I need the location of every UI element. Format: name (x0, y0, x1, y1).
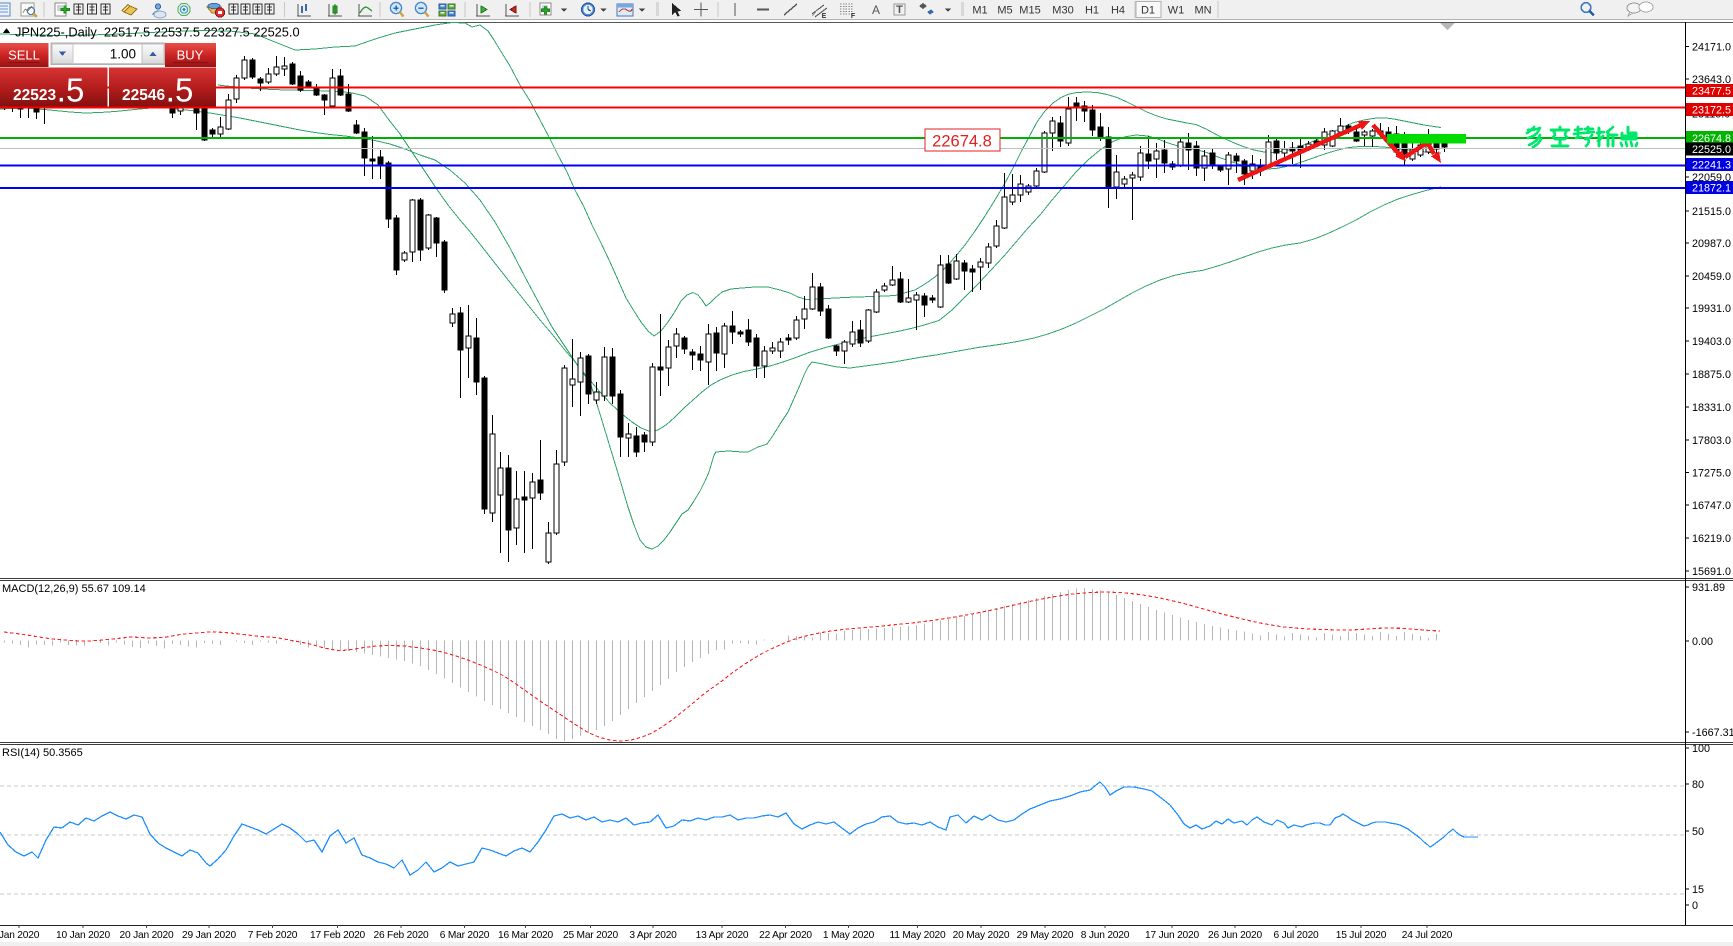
svg-text:A: A (872, 3, 880, 17)
svg-text:22674.8: 22674.8 (932, 133, 992, 151)
svg-text:6 Jul 2020: 6 Jul 2020 (1273, 930, 1319, 941)
svg-text:M15: M15 (1019, 5, 1040, 17)
svg-text:26 Jun 2020: 26 Jun 2020 (1208, 930, 1262, 941)
svg-text:23172.5: 23172.5 (1692, 105, 1731, 117)
svg-text:T: T (896, 4, 903, 16)
svg-text:8 Jun 2020: 8 Jun 2020 (1081, 930, 1130, 941)
svg-text:BUY: BUY (177, 48, 204, 63)
svg-text:JPN225-,Daily 22517.5 22537.5: JPN225-,Daily 22517.5 22537.5 22327.5 22… (15, 25, 300, 40)
svg-text:17803.0: 17803.0 (1692, 435, 1731, 447)
svg-text:20459.0: 20459.0 (1692, 271, 1731, 283)
svg-text:D1: D1 (1141, 5, 1155, 17)
svg-text:22241.3: 22241.3 (1692, 160, 1731, 172)
svg-text:5: 5 (175, 72, 193, 109)
svg-text:22525.0: 22525.0 (1692, 144, 1731, 156)
svg-text:3 Apr 2020: 3 Apr 2020 (629, 930, 677, 941)
svg-text:M30: M30 (1052, 5, 1073, 17)
svg-text:24171.0: 24171.0 (1692, 41, 1731, 53)
svg-text:7 Feb 2020: 7 Feb 2020 (248, 930, 298, 941)
svg-text:MN: MN (1194, 5, 1211, 17)
svg-text:16 Mar 2020: 16 Mar 2020 (498, 930, 554, 941)
svg-text:22674.8: 22674.8 (1692, 133, 1731, 145)
svg-text:M5: M5 (997, 5, 1012, 17)
svg-text:F: F (851, 13, 856, 20)
svg-text:11 May 2020: 11 May 2020 (890, 930, 946, 941)
svg-text:80: 80 (1692, 779, 1704, 791)
svg-text:13 Apr 2020: 13 Apr 2020 (696, 930, 749, 941)
svg-text:50: 50 (1692, 826, 1704, 838)
svg-text:22523: 22523 (13, 87, 56, 104)
svg-text:22546: 22546 (122, 87, 165, 104)
svg-text:.: . (58, 81, 65, 108)
svg-text:931.89: 931.89 (1692, 582, 1725, 594)
svg-text:1 May 2020: 1 May 2020 (823, 930, 875, 941)
svg-text:16747.0: 16747.0 (1692, 500, 1731, 512)
svg-text:0: 0 (1692, 900, 1698, 912)
svg-text:17275.0: 17275.0 (1692, 468, 1731, 480)
svg-text:17 Jun 2020: 17 Jun 2020 (1145, 930, 1199, 941)
svg-text:20 May 2020: 20 May 2020 (953, 930, 1010, 941)
svg-text:E: E (822, 13, 827, 20)
svg-text:H1: H1 (1085, 5, 1099, 17)
svg-text:W1: W1 (1168, 5, 1185, 17)
svg-text:100: 100 (1692, 743, 1710, 755)
svg-text:1.00: 1.00 (110, 47, 136, 62)
svg-text:18875.0: 18875.0 (1692, 369, 1731, 381)
svg-text:-1667.31: -1667.31 (1692, 727, 1733, 739)
svg-text:17 Feb 2020: 17 Feb 2020 (310, 930, 366, 941)
svg-text:25 Mar 2020: 25 Mar 2020 (563, 930, 619, 941)
svg-text:SELL: SELL (8, 48, 40, 63)
svg-text:MACD(12,26,9) 55.67 109.14: MACD(12,26,9) 55.67 109.14 (2, 583, 146, 595)
svg-text:29 Jan 2020: 29 Jan 2020 (182, 930, 236, 941)
svg-text:21872.1: 21872.1 (1692, 183, 1731, 195)
svg-text:20 Jan 2020: 20 Jan 2020 (120, 930, 174, 941)
svg-text:24 Jul 2020: 24 Jul 2020 (1402, 930, 1453, 941)
svg-text:15691.0: 15691.0 (1692, 566, 1731, 578)
svg-text:23643.0: 23643.0 (1692, 74, 1731, 86)
svg-text:23477.5: 23477.5 (1692, 86, 1731, 98)
svg-text:5: 5 (66, 72, 84, 109)
svg-text:6 Mar 2020: 6 Mar 2020 (440, 930, 490, 941)
svg-text:H4: H4 (1111, 5, 1125, 17)
svg-text:M1: M1 (972, 5, 987, 17)
svg-text:0.00: 0.00 (1692, 636, 1713, 648)
svg-text:10 Jan 2020: 10 Jan 2020 (56, 930, 110, 941)
svg-text:RSI(14) 50.3565: RSI(14) 50.3565 (2, 747, 83, 759)
svg-text:21515.0: 21515.0 (1692, 206, 1731, 218)
svg-text:29 May 2020: 29 May 2020 (1017, 930, 1074, 941)
svg-text:19931.0: 19931.0 (1692, 303, 1731, 315)
svg-text:15: 15 (1692, 884, 1704, 896)
svg-text:15 Jul 2020: 15 Jul 2020 (1336, 930, 1387, 941)
svg-text:16219.0: 16219.0 (1692, 533, 1731, 545)
svg-text:26 Feb 2020: 26 Feb 2020 (373, 930, 429, 941)
svg-text:18331.0: 18331.0 (1692, 402, 1731, 414)
svg-text:20987.0: 20987.0 (1692, 238, 1731, 250)
svg-text:22 Apr 2020: 22 Apr 2020 (759, 930, 812, 941)
svg-text:19403.0: 19403.0 (1692, 336, 1731, 348)
svg-text:Jan 2020: Jan 2020 (0, 930, 40, 941)
svg-text:.: . (167, 81, 174, 108)
